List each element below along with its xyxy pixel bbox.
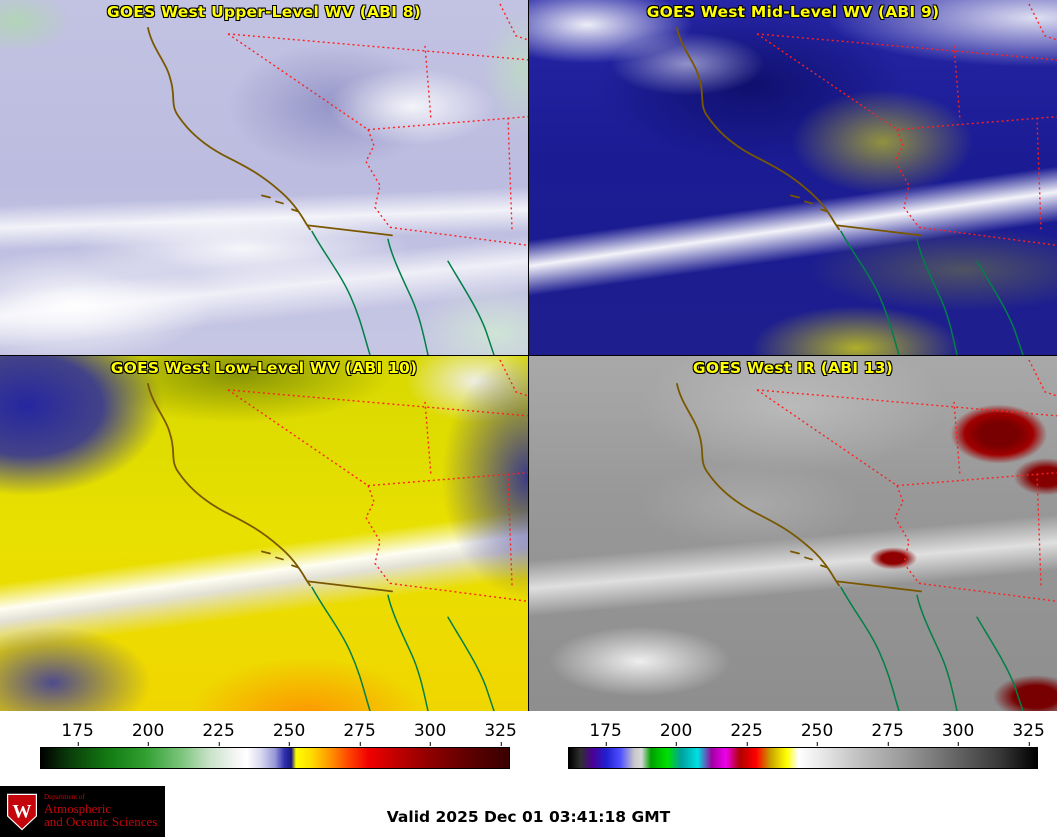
tick-label: 300 [413,721,447,746]
tick-label: 300 [941,721,975,746]
tick-label: 225 [202,721,235,746]
map-overlay [147,359,528,711]
uw-aos-logo[interactable]: W Department of Atmospheric and Oceanic … [0,786,165,837]
ir-colorbar [568,747,1038,769]
tick-label: 275 [871,721,904,746]
tick-label: 200 [131,721,165,746]
colorbar-section: 175 200 225 250 275 300 325 175 200 225 … [0,711,1057,769]
wv-colorbar [40,747,510,769]
panel-ir[interactable]: GOES West IR (ABI 13) [529,356,1057,711]
map-overlay [676,359,1057,711]
valid-timestamp: Valid 2025 Dec 01 03:41:18 GMT [386,808,671,826]
panel-mid-level-wv[interactable]: GOES West Mid-Level WV (ABI 9) [529,0,1057,355]
tick-label: 250 [272,721,306,746]
footer: W Department of Atmospheric and Oceanic … [0,769,1057,838]
uw-crest-icon: W [7,793,37,830]
colorbar-right-ticks: 175 200 225 250 275 300 325 [568,721,1045,747]
tick-label: 200 [659,721,693,746]
logo-text: Department of Atmospheric and Oceanic Sc… [44,793,158,830]
tick-label: 275 [343,721,376,746]
tick-label: 325 [1012,721,1045,746]
map-overlay [147,3,528,355]
colorbar-right-block: 175 200 225 250 275 300 325 [568,721,1045,769]
panel-upper-level-wv[interactable]: GOES West Upper-Level WV (ABI 8) [0,0,528,355]
map-overlay [676,3,1057,355]
panel-title-ir: GOES West IR (ABI 13) [692,359,894,377]
colorbar-left-block: 175 200 225 250 275 300 325 [40,721,517,769]
logo-atmospheric: Atmospheric [44,800,112,816]
panel-low-level-wv[interactable]: GOES West Low-Level WV (ABI 10) [0,356,528,711]
tick-label: 225 [730,721,763,746]
tick-label: 175 [589,721,622,746]
panel-title-mid-wv: GOES West Mid-Level WV (ABI 9) [646,3,940,21]
logo-dept-of: Department of [44,793,85,802]
tick-label: 325 [484,721,517,746]
satellite-panel-grid: GOES West Upper-Level WV (ABI 8) GOES We… [0,0,1057,711]
logo-oceanic: and Oceanic Sciences [44,814,158,830]
tick-label: 175 [61,721,94,746]
panel-title-upper-wv: GOES West Upper-Level WV (ABI 8) [106,3,422,21]
svg-text:W: W [12,801,31,822]
panel-title-low-wv: GOES West Low-Level WV (ABI 10) [110,359,418,377]
tick-label: 250 [800,721,834,746]
colorbar-left-ticks: 175 200 225 250 275 300 325 [40,721,517,747]
